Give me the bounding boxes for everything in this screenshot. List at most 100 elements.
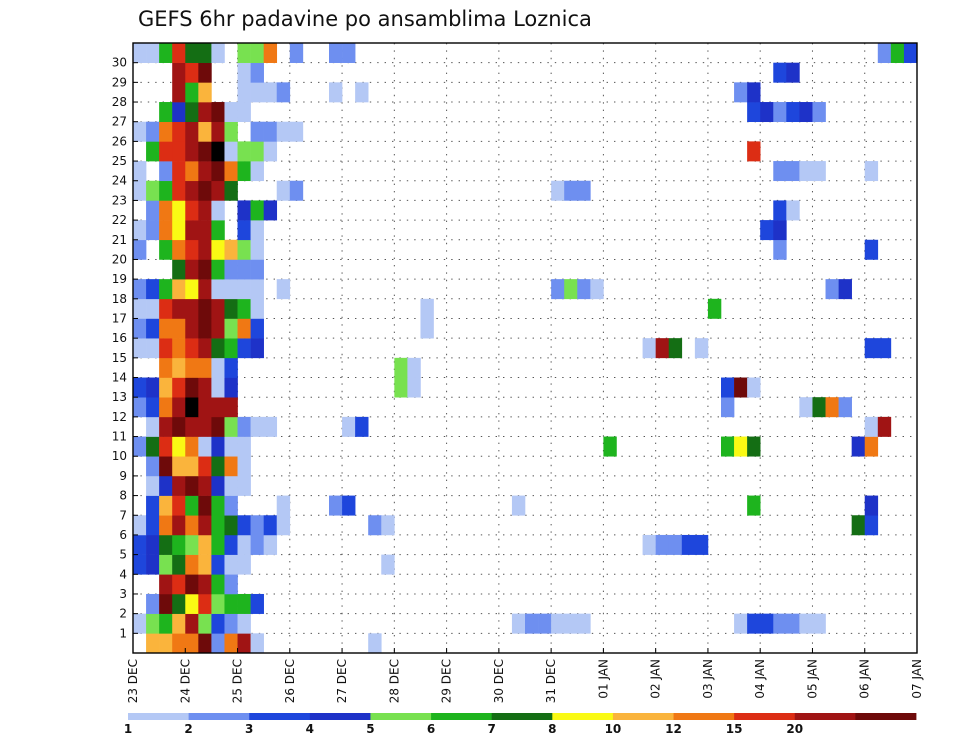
heatmap-cell xyxy=(812,161,826,182)
heatmap-cell xyxy=(133,377,147,398)
legend-label: 12 xyxy=(665,722,682,736)
y-tick-label: 23 xyxy=(112,193,127,207)
heatmap-cell xyxy=(707,298,722,319)
heatmap-cell xyxy=(172,200,186,221)
heatmap-cell xyxy=(159,102,173,123)
heatmap-cell xyxy=(864,338,879,359)
heatmap-cell xyxy=(211,515,225,536)
y-tick-label: 12 xyxy=(112,410,127,424)
x-tick-label: 23 DEC xyxy=(126,659,140,703)
y-tick-label: 30 xyxy=(112,56,127,70)
y-tick-label: 2 xyxy=(119,607,127,621)
heatmap-cell xyxy=(250,593,264,614)
heatmap-cell xyxy=(237,102,251,123)
heatmap-cell xyxy=(237,279,251,300)
heatmap-cell xyxy=(577,180,591,201)
heatmap-cell xyxy=(786,102,800,123)
heatmap-cell xyxy=(185,43,199,63)
heatmap-cell xyxy=(564,180,578,201)
heatmap-cell xyxy=(773,200,787,221)
heatmap-cell xyxy=(381,515,395,536)
heatmap-cell xyxy=(146,180,160,201)
legend-label: 2 xyxy=(184,722,192,736)
heatmap-cell xyxy=(694,534,709,555)
heatmap-cell xyxy=(159,377,173,398)
heatmap-cell xyxy=(159,338,173,359)
heatmap-cell xyxy=(564,279,578,300)
heatmap-cell xyxy=(368,633,382,654)
heatmap-cell xyxy=(159,574,173,595)
heatmap-cell xyxy=(394,357,408,378)
heatmap-cell xyxy=(159,416,173,437)
heatmap-cell xyxy=(172,161,186,182)
heatmap-cell xyxy=(146,416,160,437)
heatmap-cell xyxy=(159,456,173,477)
heatmap-cell xyxy=(133,298,147,319)
heatmap-cell xyxy=(551,279,565,300)
heatmap-cell xyxy=(146,456,160,477)
heatmap-cell xyxy=(159,357,173,378)
heatmap-cell xyxy=(250,318,264,339)
heatmap-cell xyxy=(211,574,225,595)
heatmap-cell xyxy=(577,279,591,300)
heatmap-cell xyxy=(198,259,212,280)
heatmap-cell xyxy=(851,515,866,536)
heatmap-cell xyxy=(146,318,160,339)
heatmap-cell xyxy=(224,515,238,536)
heatmap-cell xyxy=(864,495,879,516)
heatmap-cell xyxy=(211,102,225,123)
heatmap-cell xyxy=(668,338,683,359)
heatmap-cell xyxy=(525,613,539,634)
x-tick-label: 24 DEC xyxy=(178,659,192,703)
heatmap-cell xyxy=(211,200,225,221)
heatmap-cell xyxy=(747,141,761,162)
y-tick-label: 27 xyxy=(112,115,127,129)
legend-label: 20 xyxy=(786,722,803,736)
heatmap-cell xyxy=(185,436,199,457)
heatmap-cell xyxy=(172,554,186,575)
heatmap-cell xyxy=(773,613,787,634)
heatmap-cell xyxy=(342,43,356,63)
heatmap-cell xyxy=(146,613,160,634)
heatmap-cell xyxy=(185,102,199,123)
heatmap-cell xyxy=(133,397,147,418)
legend-label: 1 xyxy=(124,722,132,736)
heatmap-cell xyxy=(668,534,683,555)
y-tick-label: 9 xyxy=(119,469,127,483)
heatmap-cell xyxy=(773,239,787,260)
heatmap-cell xyxy=(237,456,251,477)
heatmap-cell xyxy=(786,62,800,83)
heatmap-cell xyxy=(864,416,879,437)
heatmap-cell xyxy=(198,141,212,162)
heatmap-cell xyxy=(786,200,800,221)
heatmap-cell xyxy=(812,397,826,418)
legend-swatch xyxy=(794,713,856,720)
heatmap-cell xyxy=(211,43,225,63)
heatmap-cell xyxy=(211,161,225,182)
heatmap-cell xyxy=(224,259,238,280)
heatmap-cell xyxy=(211,141,225,162)
heatmap-cell xyxy=(237,220,251,241)
heatmap-cell xyxy=(237,515,251,536)
x-tick-label: 01 JAN xyxy=(596,659,610,699)
heatmap-cell xyxy=(224,593,238,614)
legend-swatch xyxy=(128,713,190,720)
heatmap-cell xyxy=(133,338,147,359)
heatmap-cell xyxy=(224,357,238,378)
heatmap-cell xyxy=(263,200,278,221)
y-tick-label: 25 xyxy=(112,154,127,168)
y-tick-label: 3 xyxy=(119,587,127,601)
heatmap-cell xyxy=(185,180,199,201)
heatmap-cell xyxy=(250,141,264,162)
legend-swatch xyxy=(734,713,796,720)
heatmap-cell xyxy=(198,43,212,63)
heatmap-cell xyxy=(276,515,291,536)
x-tick-label: 30 DEC xyxy=(492,659,506,703)
heatmap-cell xyxy=(146,200,160,221)
heatmap-cell xyxy=(250,239,264,260)
heatmap-cell xyxy=(864,239,879,260)
heatmap-cell xyxy=(786,613,800,634)
heatmap-cell xyxy=(224,633,238,654)
heatmap-cell xyxy=(224,397,238,418)
heatmap-cell xyxy=(747,102,761,123)
